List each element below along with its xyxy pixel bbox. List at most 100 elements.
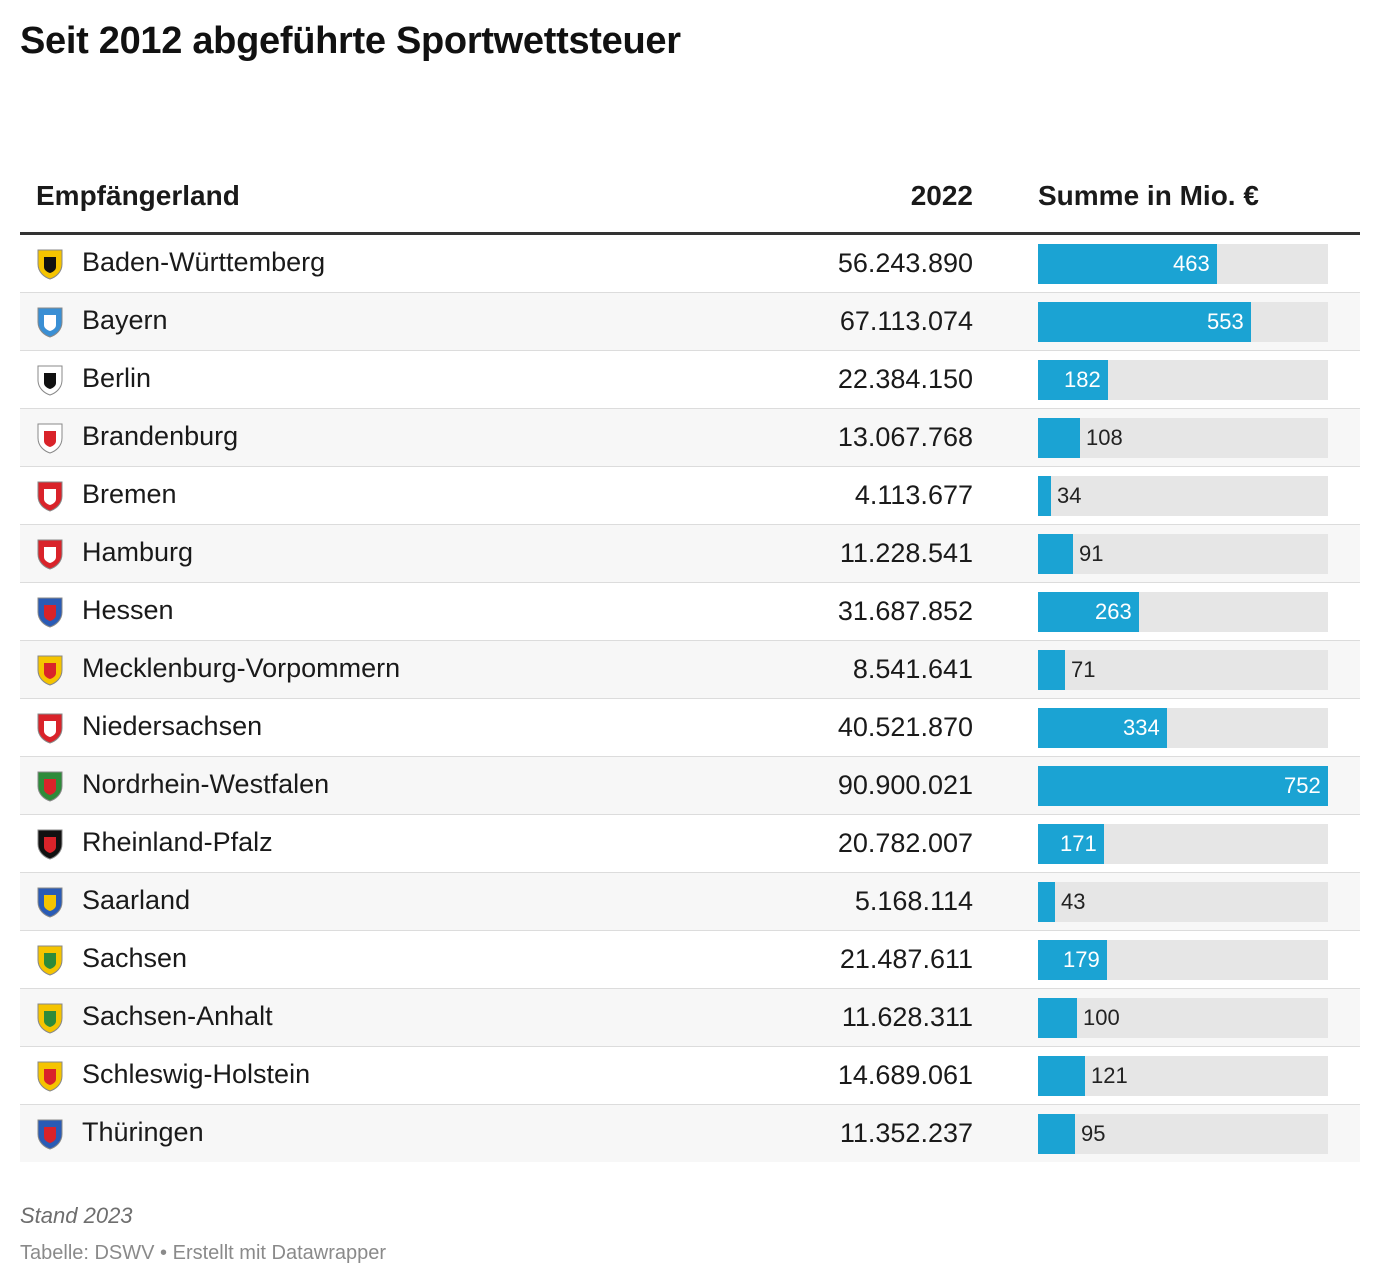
chart-title: Seit 2012 abgeführte Sportwettsteuer [20, 20, 681, 62]
value-2022: 22.384.150 [837, 364, 973, 394]
land-name: Saarland [82, 885, 191, 915]
table-row: Thüringen 11.352.237 95 [20, 1105, 1360, 1162]
sum-bar-label: 71 [1071, 657, 1096, 682]
sum-bar-label: 108 [1086, 425, 1123, 450]
land-name: Baden-Württemberg [82, 247, 326, 277]
sum-bar-label: 182 [1064, 367, 1101, 392]
sum-bar-label: 171 [1060, 831, 1097, 856]
sum-bar-track: 179 [1038, 940, 1328, 980]
sum-bar [1038, 1114, 1075, 1154]
table-notes: Stand 2023 [20, 1203, 133, 1228]
value-2022: 67.113.074 [839, 306, 973, 336]
table-row: Schleswig-Holstein 14.689.061 121 [20, 1047, 1360, 1105]
sum-bar-track: 71 [1038, 650, 1328, 690]
table-body: Baden-Württemberg 56.243.890 463 Bayern 67.1… [20, 235, 1360, 1162]
sum-bar [1038, 650, 1065, 690]
saarland-crest-icon [37, 887, 63, 918]
baden-wuerttemberg-crest-icon [37, 249, 63, 280]
table-row: Baden-Württemberg 56.243.890 463 [20, 235, 1360, 293]
sum-bar-track: 95 [1038, 1114, 1328, 1154]
sum-bar-track: 171 [1038, 824, 1328, 864]
land-name: Niedersachsen [82, 711, 263, 741]
land-name: Sachsen-Anhalt [82, 1001, 273, 1031]
value-2022: 13.067.768 [837, 422, 973, 452]
nordrhein-westfalen-crest-icon [37, 771, 63, 802]
value-2022: 14.689.061 [837, 1060, 973, 1090]
land-name: Bayern [82, 305, 168, 335]
sum-bar-track: 121 [1038, 1056, 1328, 1096]
land-name: Hamburg [82, 537, 194, 567]
mecklenburg-vorpommern-crest-icon [37, 655, 63, 686]
table-row: Hamburg 11.228.541 91 [20, 525, 1360, 583]
rheinland-pfalz-crest-icon [37, 829, 63, 860]
table-row: Brandenburg 13.067.768 108 [20, 409, 1360, 467]
table-row: Niedersachsen 40.521.870 334 [20, 699, 1360, 757]
header-year[interactable]: 2022 [910, 180, 973, 211]
sum-bar [1038, 360, 1108, 400]
thueringen-crest-icon [37, 1119, 63, 1150]
sum-bar [1038, 1056, 1085, 1096]
header-empfaengerland[interactable]: Empfängerland [36, 180, 240, 211]
sum-bar [1038, 882, 1055, 922]
niedersachsen-crest-icon [37, 713, 63, 744]
header-sum[interactable]: Summe in Mio. € [1038, 180, 1259, 211]
land-name: Berlin [82, 363, 152, 393]
value-2022: 11.628.311 [841, 1002, 973, 1032]
sum-bar-track: 34 [1038, 476, 1328, 516]
data-table: Empfängerland 2022 Summe in Mio. € Baden… [20, 170, 1360, 1162]
sum-bar-label: 263 [1095, 599, 1132, 624]
sachsen-anhalt-crest-icon [37, 1003, 63, 1034]
brandenburg-crest-icon [37, 423, 63, 454]
sum-bar [1038, 534, 1073, 574]
sum-bar [1038, 418, 1080, 458]
land-name: Brandenburg [82, 421, 239, 451]
table-row: Hessen 31.687.852 263 [20, 583, 1360, 641]
sum-bar-track: 463 [1038, 244, 1328, 284]
table-row: Saarland 5.168.114 43 [20, 873, 1360, 931]
table-row: Nordrhein-Westfalen 90.900.021 752 [20, 757, 1360, 815]
value-2022: 11.228.541 [839, 538, 973, 568]
table-row: Bremen 4.113.677 34 [20, 467, 1360, 525]
land-name: Bremen [82, 479, 177, 509]
value-2022: 31.687.852 [837, 596, 973, 626]
table-row: Bayern 67.113.074 553 [20, 293, 1360, 351]
sum-bar-track: 182 [1038, 360, 1328, 400]
land-name: Rheinland-Pfalz [82, 827, 273, 857]
sum-bar-label: 91 [1079, 541, 1104, 566]
table-row: Rheinland-Pfalz 20.782.007 171 [20, 815, 1360, 873]
sum-bar [1038, 708, 1167, 748]
sum-bar-track: 108 [1038, 418, 1328, 458]
sum-bar-label: 100 [1083, 1005, 1120, 1030]
value-2022: 20.782.007 [837, 828, 973, 858]
value-2022: 40.521.870 [837, 712, 973, 742]
sum-bar-label: 463 [1173, 251, 1210, 276]
land-name: Hessen [82, 595, 174, 625]
sum-bar [1038, 940, 1107, 980]
sum-bar [1038, 824, 1104, 864]
table-row: Berlin 22.384.150 182 [20, 351, 1360, 409]
hessen-crest-icon [37, 597, 63, 628]
value-2022: 56.243.890 [837, 248, 973, 278]
hamburg-crest-icon [37, 539, 63, 570]
bremen-crest-icon [37, 481, 63, 512]
sachsen-crest-icon [37, 945, 63, 976]
land-name: Sachsen [82, 943, 188, 973]
table-row: Sachsen-Anhalt 11.628.311 100 [20, 989, 1360, 1047]
table-header: Empfängerland 2022 Summe in Mio. € [20, 170, 1360, 235]
sum-bar-track: 100 [1038, 998, 1328, 1038]
value-2022: 21.487.611 [839, 944, 973, 974]
land-name: Schleswig-Holstein [82, 1059, 311, 1089]
sum-bar-track: 752 [1038, 766, 1328, 806]
sum-bar [1038, 244, 1217, 284]
sum-bar-label: 43 [1061, 889, 1086, 914]
sum-bar-track: 263 [1038, 592, 1328, 632]
sum-bar-label: 95 [1081, 1121, 1106, 1146]
bayern-crest-icon [37, 307, 63, 338]
sum-bar-track: 91 [1038, 534, 1328, 574]
value-2022: 4.113.677 [854, 480, 973, 510]
sum-bar [1038, 476, 1051, 516]
value-2022: 90.900.021 [837, 770, 973, 800]
value-2022: 5.168.114 [854, 886, 973, 916]
berlin-crest-icon [37, 365, 63, 396]
value-2022: 11.352.237 [839, 1118, 973, 1148]
